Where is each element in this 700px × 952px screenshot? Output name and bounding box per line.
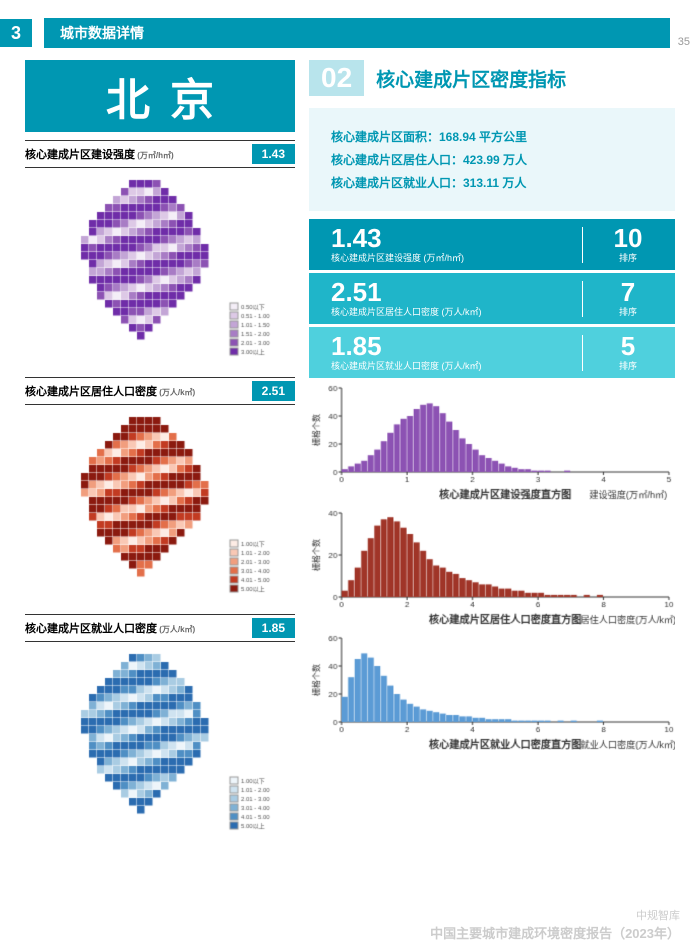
header-title: 城市数据详情: [44, 18, 670, 48]
section-title: 核心建成片区密度指标: [376, 65, 566, 92]
rank-label: 排序: [603, 359, 653, 372]
map-title: 核心建成片区居住人口密度 (万人/k㎡): [25, 383, 246, 399]
metric-rank: 7: [603, 279, 653, 305]
metric-value: 1.43: [331, 225, 562, 251]
page-number: 35: [678, 36, 690, 48]
metric-row: 1.43核心建成片区建设强度 (万㎡/h㎡) 10排序: [309, 219, 675, 270]
map-panel: 核心建成片区就业人口密度 (万人/k㎡) 1.85: [25, 614, 295, 845]
metric-label: 核心建成片区居住人口密度 (万人/k㎡): [331, 305, 562, 318]
right-column: 02 核心建成片区密度指标 核心建成片区面积：168.94 平方公里核心建成片区…: [309, 60, 675, 851]
footer-org: 中规智库: [430, 907, 680, 923]
chapter-badge: 3: [0, 19, 32, 47]
histogram-chart: [309, 507, 675, 625]
metric-value: 1.85: [331, 333, 562, 359]
left-column: 北京 核心建成片区建设强度 (万㎡/h㎡) 1.43 核心建成片区居住人口密度 (万…: [25, 60, 295, 851]
map-value: 1.85: [252, 618, 295, 638]
map-title: 核心建成片区建设强度 (万㎡/h㎡): [25, 146, 246, 162]
stat-line: 核心建成片区就业人口：313.11 万人: [331, 174, 653, 191]
map-title: 核心建成片区就业人口密度 (万人/k㎡): [25, 620, 246, 636]
footer: 中规智库 中国主要城市建成环境密度报告（2023年）: [430, 907, 680, 942]
histogram-chart: [309, 382, 675, 500]
metric-rank: 5: [603, 333, 653, 359]
map-value: 1.43: [252, 144, 295, 164]
metric-rank: 10: [603, 225, 653, 251]
footer-report-title: 中国主要城市建成环境密度报告（2023年）: [430, 923, 680, 942]
histogram-chart: [309, 632, 675, 750]
histogram-panel: [309, 632, 675, 753]
histogram-panel: [309, 382, 675, 503]
map-panel: 核心建成片区建设强度 (万㎡/h㎡) 1.43: [25, 140, 295, 371]
map-panel: 核心建成片区居住人口密度 (万人/k㎡) 2.51: [25, 377, 295, 608]
section-number: 02: [309, 60, 364, 96]
rank-label: 排序: [603, 251, 653, 264]
metric-value: 2.51: [331, 279, 562, 305]
choropleth-map: [25, 168, 295, 368]
metric-row: 1.85核心建成片区就业人口密度 (万人/k㎡) 5排序: [309, 327, 675, 378]
stats-box: 核心建成片区面积：168.94 平方公里核心建成片区居住人口：423.99 万人…: [309, 108, 675, 211]
choropleth-map: [25, 642, 295, 842]
metric-label: 核心建成片区建设强度 (万㎡/h㎡): [331, 251, 562, 264]
header: 3 城市数据详情: [0, 18, 700, 48]
rank-label: 排序: [603, 305, 653, 318]
histogram-panel: [309, 507, 675, 628]
choropleth-map: [25, 405, 295, 605]
metric-label: 核心建成片区就业人口密度 (万人/k㎡): [331, 359, 562, 372]
map-value: 2.51: [252, 381, 295, 401]
city-name: 北京: [25, 60, 295, 132]
stat-line: 核心建成片区面积：168.94 平方公里: [331, 128, 653, 145]
stat-line: 核心建成片区居住人口：423.99 万人: [331, 151, 653, 168]
metric-row: 2.51核心建成片区居住人口密度 (万人/k㎡) 7排序: [309, 273, 675, 324]
